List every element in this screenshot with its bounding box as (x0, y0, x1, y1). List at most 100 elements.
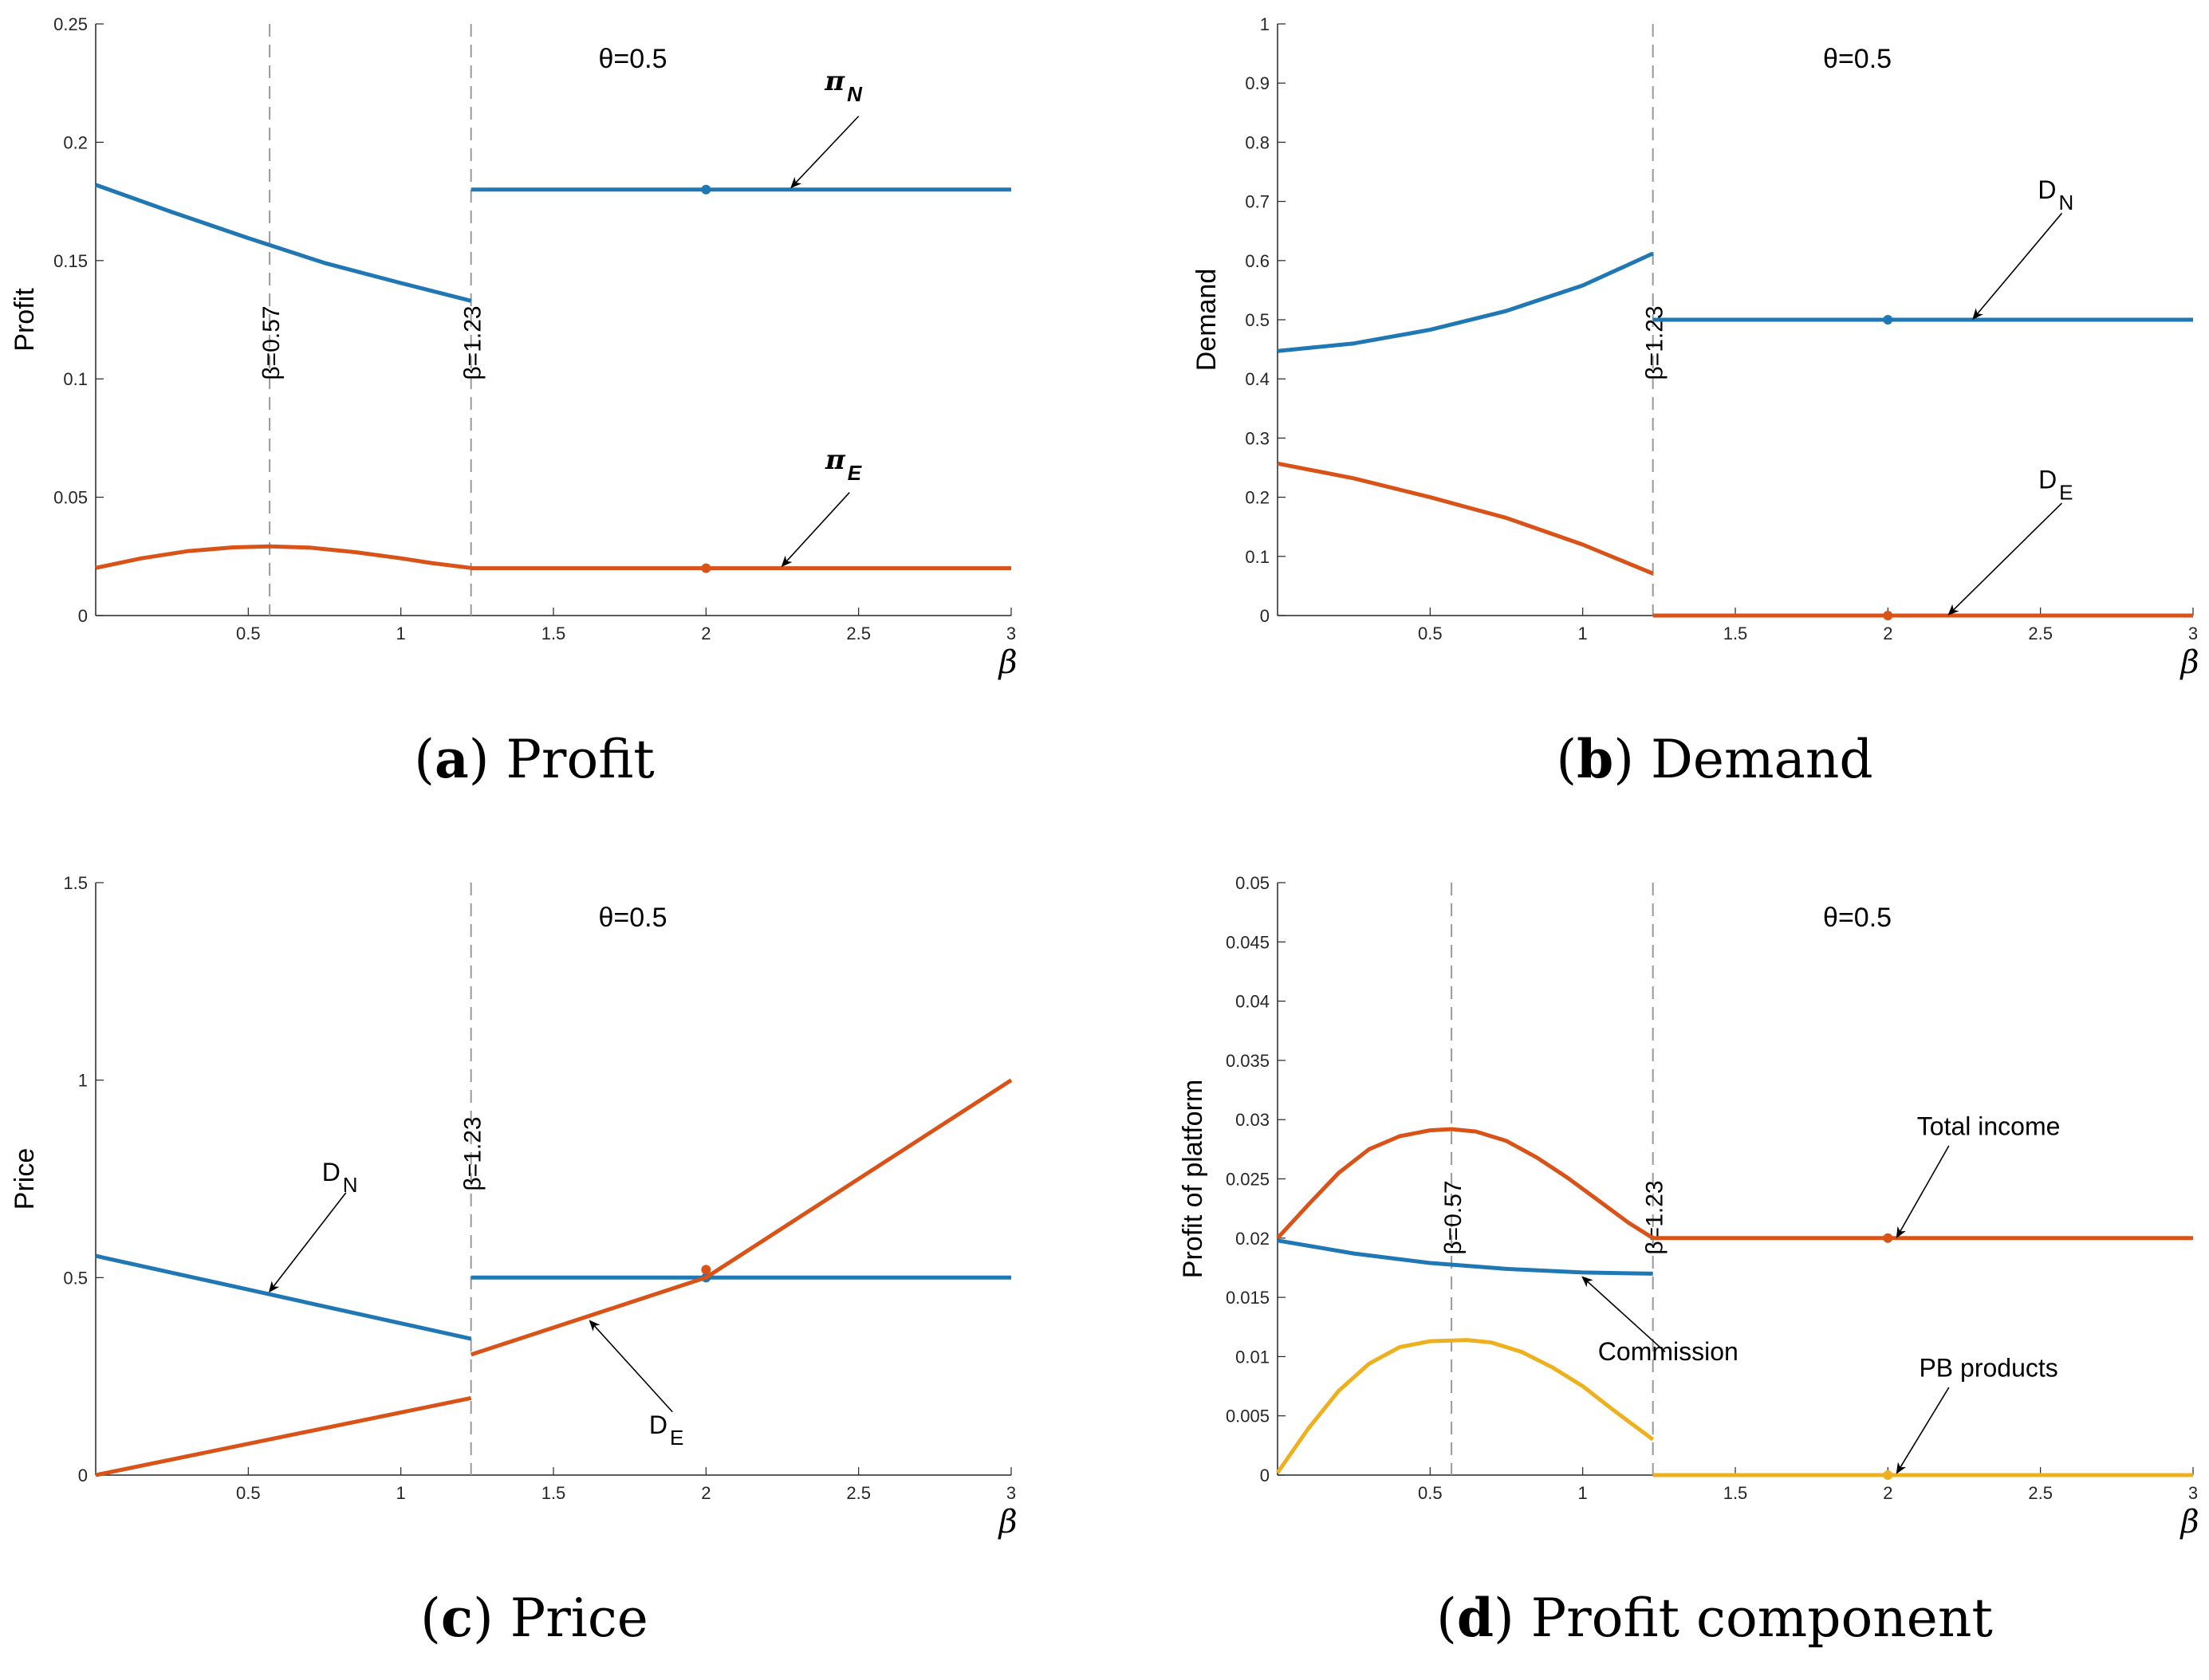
x-tick-label: 1 (1578, 624, 1588, 643)
annotation-label: PB products (1919, 1354, 2057, 1383)
panel-a: 0 0.05 0.1 0.15 0.2 0.25 0.5 1 1.5 2 2.5 3β Profit β=… (10, 14, 1018, 790)
x-tick-label: 2.5 (846, 624, 871, 643)
series-d-e-marker (1883, 611, 1893, 620)
y-tick-label: 1 (1260, 14, 1270, 34)
theta-label: θ=0.5 (598, 903, 667, 933)
annotation-subscript: N (2058, 191, 2073, 214)
caption-text: Profit (506, 729, 655, 790)
caption-text: Profit component (1531, 1588, 1993, 1649)
x-axis-label: β (2179, 644, 2199, 681)
annotation-text: D (2038, 465, 2057, 494)
panel-caption: (d) Profit component (1436, 1587, 1993, 1649)
y-tick-label: 0 (78, 606, 88, 626)
annotation-arrow (1581, 1276, 1666, 1353)
series-total-income-segment-0 (1276, 1127, 1655, 1240)
annotation-arrow (268, 1192, 347, 1293)
caption-letter: d (1457, 1587, 1494, 1649)
y-tick-label: 0.05 (1235, 873, 1270, 893)
y-axis-label: Profit (10, 288, 40, 352)
y-tick-label: 0.2 (1245, 488, 1270, 508)
vline-label: β=1.23 (1642, 305, 1668, 380)
y-tick-label: 0.6 (1245, 251, 1270, 271)
series-d-n-segment-0 (1277, 251, 1654, 353)
series-d-e-segment-0 (95, 1395, 472, 1477)
y-axis-label: Price (10, 1148, 40, 1210)
annotation-arrow (1972, 212, 2063, 321)
annotation-text: D (2038, 175, 2056, 204)
x-tick-label: 1 (396, 1483, 406, 1503)
x-tick-label: 2 (701, 1483, 711, 1503)
annotation-arrow (1947, 502, 2063, 616)
x-tick-label: 1 (1578, 1483, 1588, 1503)
theta-label: θ=0.5 (1823, 903, 1892, 933)
y-tick-label: 0.1 (63, 369, 88, 389)
annotation-arrow (1896, 1145, 1950, 1239)
annotation-subscript: E (848, 461, 862, 485)
annotation-arrow (1896, 1387, 1950, 1474)
x-tick-label: 2 (701, 624, 711, 643)
annotation-subscript: E (2059, 480, 2073, 504)
series--n-segment-0 (95, 183, 472, 303)
annotation-text: D (649, 1410, 667, 1439)
y-tick-label: 0.5 (63, 1268, 88, 1288)
annotation-text: π (824, 65, 845, 97)
x-tick-label: 1 (396, 624, 406, 643)
annotation-text: π (825, 444, 846, 476)
y-tick-label: 0.015 (1226, 1288, 1270, 1308)
y-tick-label: 0.8 (1245, 132, 1270, 152)
panel-caption: (a) Profit (414, 728, 655, 790)
series--e-marker (701, 563, 711, 573)
y-tick-label: 0.01 (1235, 1347, 1270, 1367)
caption-letter: b (1577, 728, 1613, 790)
theta-label: θ=0.5 (1823, 44, 1892, 74)
x-tick-label: 0.5 (236, 1483, 261, 1503)
x-tick-label: 3 (2188, 624, 2198, 643)
x-tick-label: 2.5 (2028, 624, 2053, 643)
vline-label: β=0.57 (258, 305, 285, 380)
vline-label: β=1.23 (460, 305, 486, 380)
x-tick-label: 0.5 (1418, 624, 1443, 643)
annotation-text: Commission (1598, 1337, 1738, 1366)
x-tick-label: 3 (2188, 1483, 2198, 1503)
y-tick-label: 1 (78, 1071, 88, 1091)
x-tick-label: 3 (1006, 1483, 1016, 1503)
y-tick-label: 0.025 (1226, 1170, 1270, 1190)
y-tick-label: 0.15 (53, 251, 88, 271)
annotation-arrow (589, 1320, 673, 1413)
series-pb-products-segment-0 (1275, 1338, 1655, 1474)
y-tick-label: 0 (1260, 606, 1270, 626)
series-d-e-segment-0 (1277, 461, 1654, 576)
x-tick-label: 3 (1006, 624, 1016, 643)
series-d-n-marker (1883, 315, 1893, 325)
annotation-label: Total income (1917, 1112, 2061, 1141)
y-tick-label: 1.5 (63, 873, 88, 893)
annotation-text: PB products (1919, 1354, 2057, 1383)
caption-letter: c (441, 1587, 473, 1649)
annotation-subscript: E (670, 1426, 683, 1450)
annotation-label: Commission (1598, 1337, 1738, 1366)
theta-label: θ=0.5 (598, 44, 667, 74)
caption-letter: a (435, 728, 469, 790)
y-tick-label: 0.005 (1226, 1407, 1270, 1426)
y-tick-label: 0.4 (1245, 369, 1270, 389)
y-tick-label: 0.2 (63, 132, 88, 152)
y-tick-label: 0 (1260, 1466, 1270, 1485)
x-tick-label: 2 (1883, 624, 1892, 643)
x-tick-label: 2.5 (2028, 1483, 2053, 1503)
y-tick-label: 0.045 (1226, 932, 1270, 952)
vline-label: β=1.23 (460, 1116, 486, 1190)
y-tick-label: 0 (78, 1466, 88, 1485)
y-tick-label: 0.7 (1245, 192, 1270, 212)
y-tick-label: 0.035 (1226, 1051, 1270, 1071)
y-axis-label: Profit of platform (1178, 1080, 1208, 1278)
series-total-income-marker (1883, 1233, 1893, 1243)
y-tick-label: 0.9 (1245, 73, 1270, 93)
y-tick-label: 0.1 (1245, 547, 1270, 567)
y-tick-label: 0.5 (1245, 310, 1270, 330)
x-tick-label: 1.5 (541, 624, 566, 643)
